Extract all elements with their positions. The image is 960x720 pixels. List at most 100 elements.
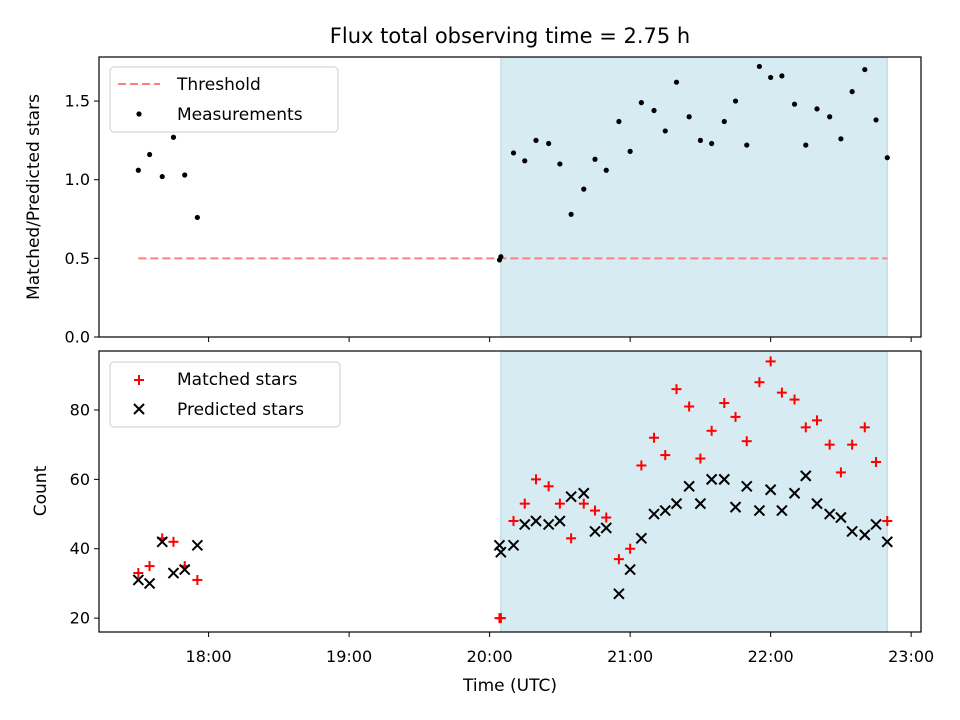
measurements-legend-label: Measurements <box>177 105 303 125</box>
y-tick-label: 20 <box>70 609 90 628</box>
matched-star-marker <box>625 543 636 554</box>
predicted-stars-series <box>132 470 893 600</box>
predicted-star-marker <box>764 484 777 496</box>
predicted-star-marker <box>788 487 801 499</box>
matched-star-marker <box>882 515 893 526</box>
y-tick-label: 60 <box>70 470 90 489</box>
predicted-star-marker <box>648 508 660 520</box>
predicted-star-marker <box>191 539 204 551</box>
predicted-star-marker-b <box>554 515 566 527</box>
predicted-star-marker <box>578 487 590 499</box>
predicted-star-marker-b <box>624 563 636 576</box>
predicted-star-marker <box>156 536 168 548</box>
predicted-star-marker-b <box>683 480 695 493</box>
y-tick-label: 1.0 <box>65 170 90 189</box>
predicted-star-marker-b <box>132 574 145 586</box>
matched-star-marker <box>144 561 155 572</box>
predicted-star-marker-b <box>718 473 730 486</box>
matched-star-marker <box>671 384 682 395</box>
matched-stars-legend-swatch <box>134 375 144 385</box>
measurement-point <box>592 156 598 162</box>
predicted-star-marker <box>507 539 520 551</box>
measurement-point <box>522 158 528 164</box>
top-shaded-span <box>500 56 888 338</box>
predicted-star-marker-b <box>519 518 531 531</box>
measurement-point <box>768 74 774 81</box>
matched-star-marker <box>719 398 730 409</box>
predicted-star-marker-b <box>600 522 612 534</box>
measurement-point <box>651 107 657 114</box>
measurement-point <box>838 136 844 142</box>
measurement-point <box>581 186 587 192</box>
predicted-star-marker <box>143 577 156 590</box>
predicted-star-marker-b <box>179 563 191 576</box>
measurement-point <box>159 173 165 180</box>
measurement-point <box>849 89 855 95</box>
predicted-star-marker <box>589 525 601 538</box>
matched-star-marker <box>566 533 577 544</box>
x-tick-label: 22:00 <box>748 647 794 666</box>
y-tick-label: 80 <box>70 400 90 419</box>
measurements-legend-swatch <box>136 111 142 117</box>
matched-star-marker <box>649 432 660 443</box>
y-tick-label: 0.5 <box>65 249 90 268</box>
predicted-star-marker-b <box>870 518 882 531</box>
predicted-star-marker-b <box>823 508 836 520</box>
predicted-star-marker <box>670 497 683 510</box>
predicted-star-marker-b <box>191 539 204 551</box>
measurement-point <box>709 140 715 147</box>
matched-star-marker <box>847 439 858 450</box>
predicted-star-marker <box>776 504 788 517</box>
matched-star-marker <box>601 512 612 523</box>
measurement-point <box>779 73 785 79</box>
bottom-legend: Matched stars Predicted stars <box>109 361 341 428</box>
matched-stars-legend-label: Matched stars <box>177 370 297 390</box>
measurement-point <box>533 137 539 143</box>
measurement-point <box>568 211 574 217</box>
predicted-star-marker <box>600 522 612 534</box>
predicted-star-marker-b <box>648 508 660 520</box>
matched-star-marker <box>613 554 624 565</box>
matched-star-marker <box>495 613 506 624</box>
predicted-star-marker <box>635 532 648 545</box>
top-x-ticks <box>208 337 912 342</box>
predicted-star-marker <box>694 497 707 510</box>
bottom-y-axis: 20 40 60 80 <box>70 400 99 628</box>
measurement-point <box>756 63 763 70</box>
predicted-star-marker-b <box>143 577 156 590</box>
predicted-star-marker-b <box>705 473 718 486</box>
y-tick-label: 1.5 <box>65 92 90 111</box>
predicted-star-marker-b <box>670 497 683 510</box>
matched-star-marker <box>695 453 706 464</box>
bottom-y-axis-label: Count <box>31 465 51 516</box>
predicted-star-marker <box>624 563 636 576</box>
x-tick-label: 18:00 <box>186 647 232 666</box>
y-tick-label: 40 <box>70 539 90 558</box>
measurement-point <box>721 118 727 125</box>
matched-star-marker <box>508 515 519 526</box>
measurement-point <box>862 66 868 73</box>
top-y-axis: 0.0 0.5 1.0 1.5 <box>65 92 99 347</box>
chart-title: Flux total observing time = 2.75 h <box>330 24 690 48</box>
predicted-star-marker-b <box>635 532 648 545</box>
shaded-span-rect <box>500 56 888 338</box>
x-tick-label: 23:00 <box>888 647 934 666</box>
matched-star-marker <box>741 436 752 447</box>
predicted-star-marker-b <box>578 487 590 499</box>
bottom-shaded-span <box>500 350 888 633</box>
predicted-star-marker <box>613 588 625 600</box>
predicted-star-marker-b <box>542 518 555 531</box>
top-y-axis-label: Matched/Predicted stars <box>24 94 44 300</box>
top-plot-frame <box>98 56 922 338</box>
measurement-point <box>546 140 552 147</box>
predicted-stars-legend-label: Predicted stars <box>177 400 304 420</box>
predicted-star-marker-b <box>613 588 625 600</box>
measurement-point <box>557 161 563 167</box>
matched-star-marker <box>590 505 601 516</box>
predicted-star-marker-b <box>753 504 766 517</box>
predicted-star-marker <box>846 525 858 538</box>
matched-star-marker <box>776 387 787 398</box>
predicted-star-marker <box>179 563 191 576</box>
